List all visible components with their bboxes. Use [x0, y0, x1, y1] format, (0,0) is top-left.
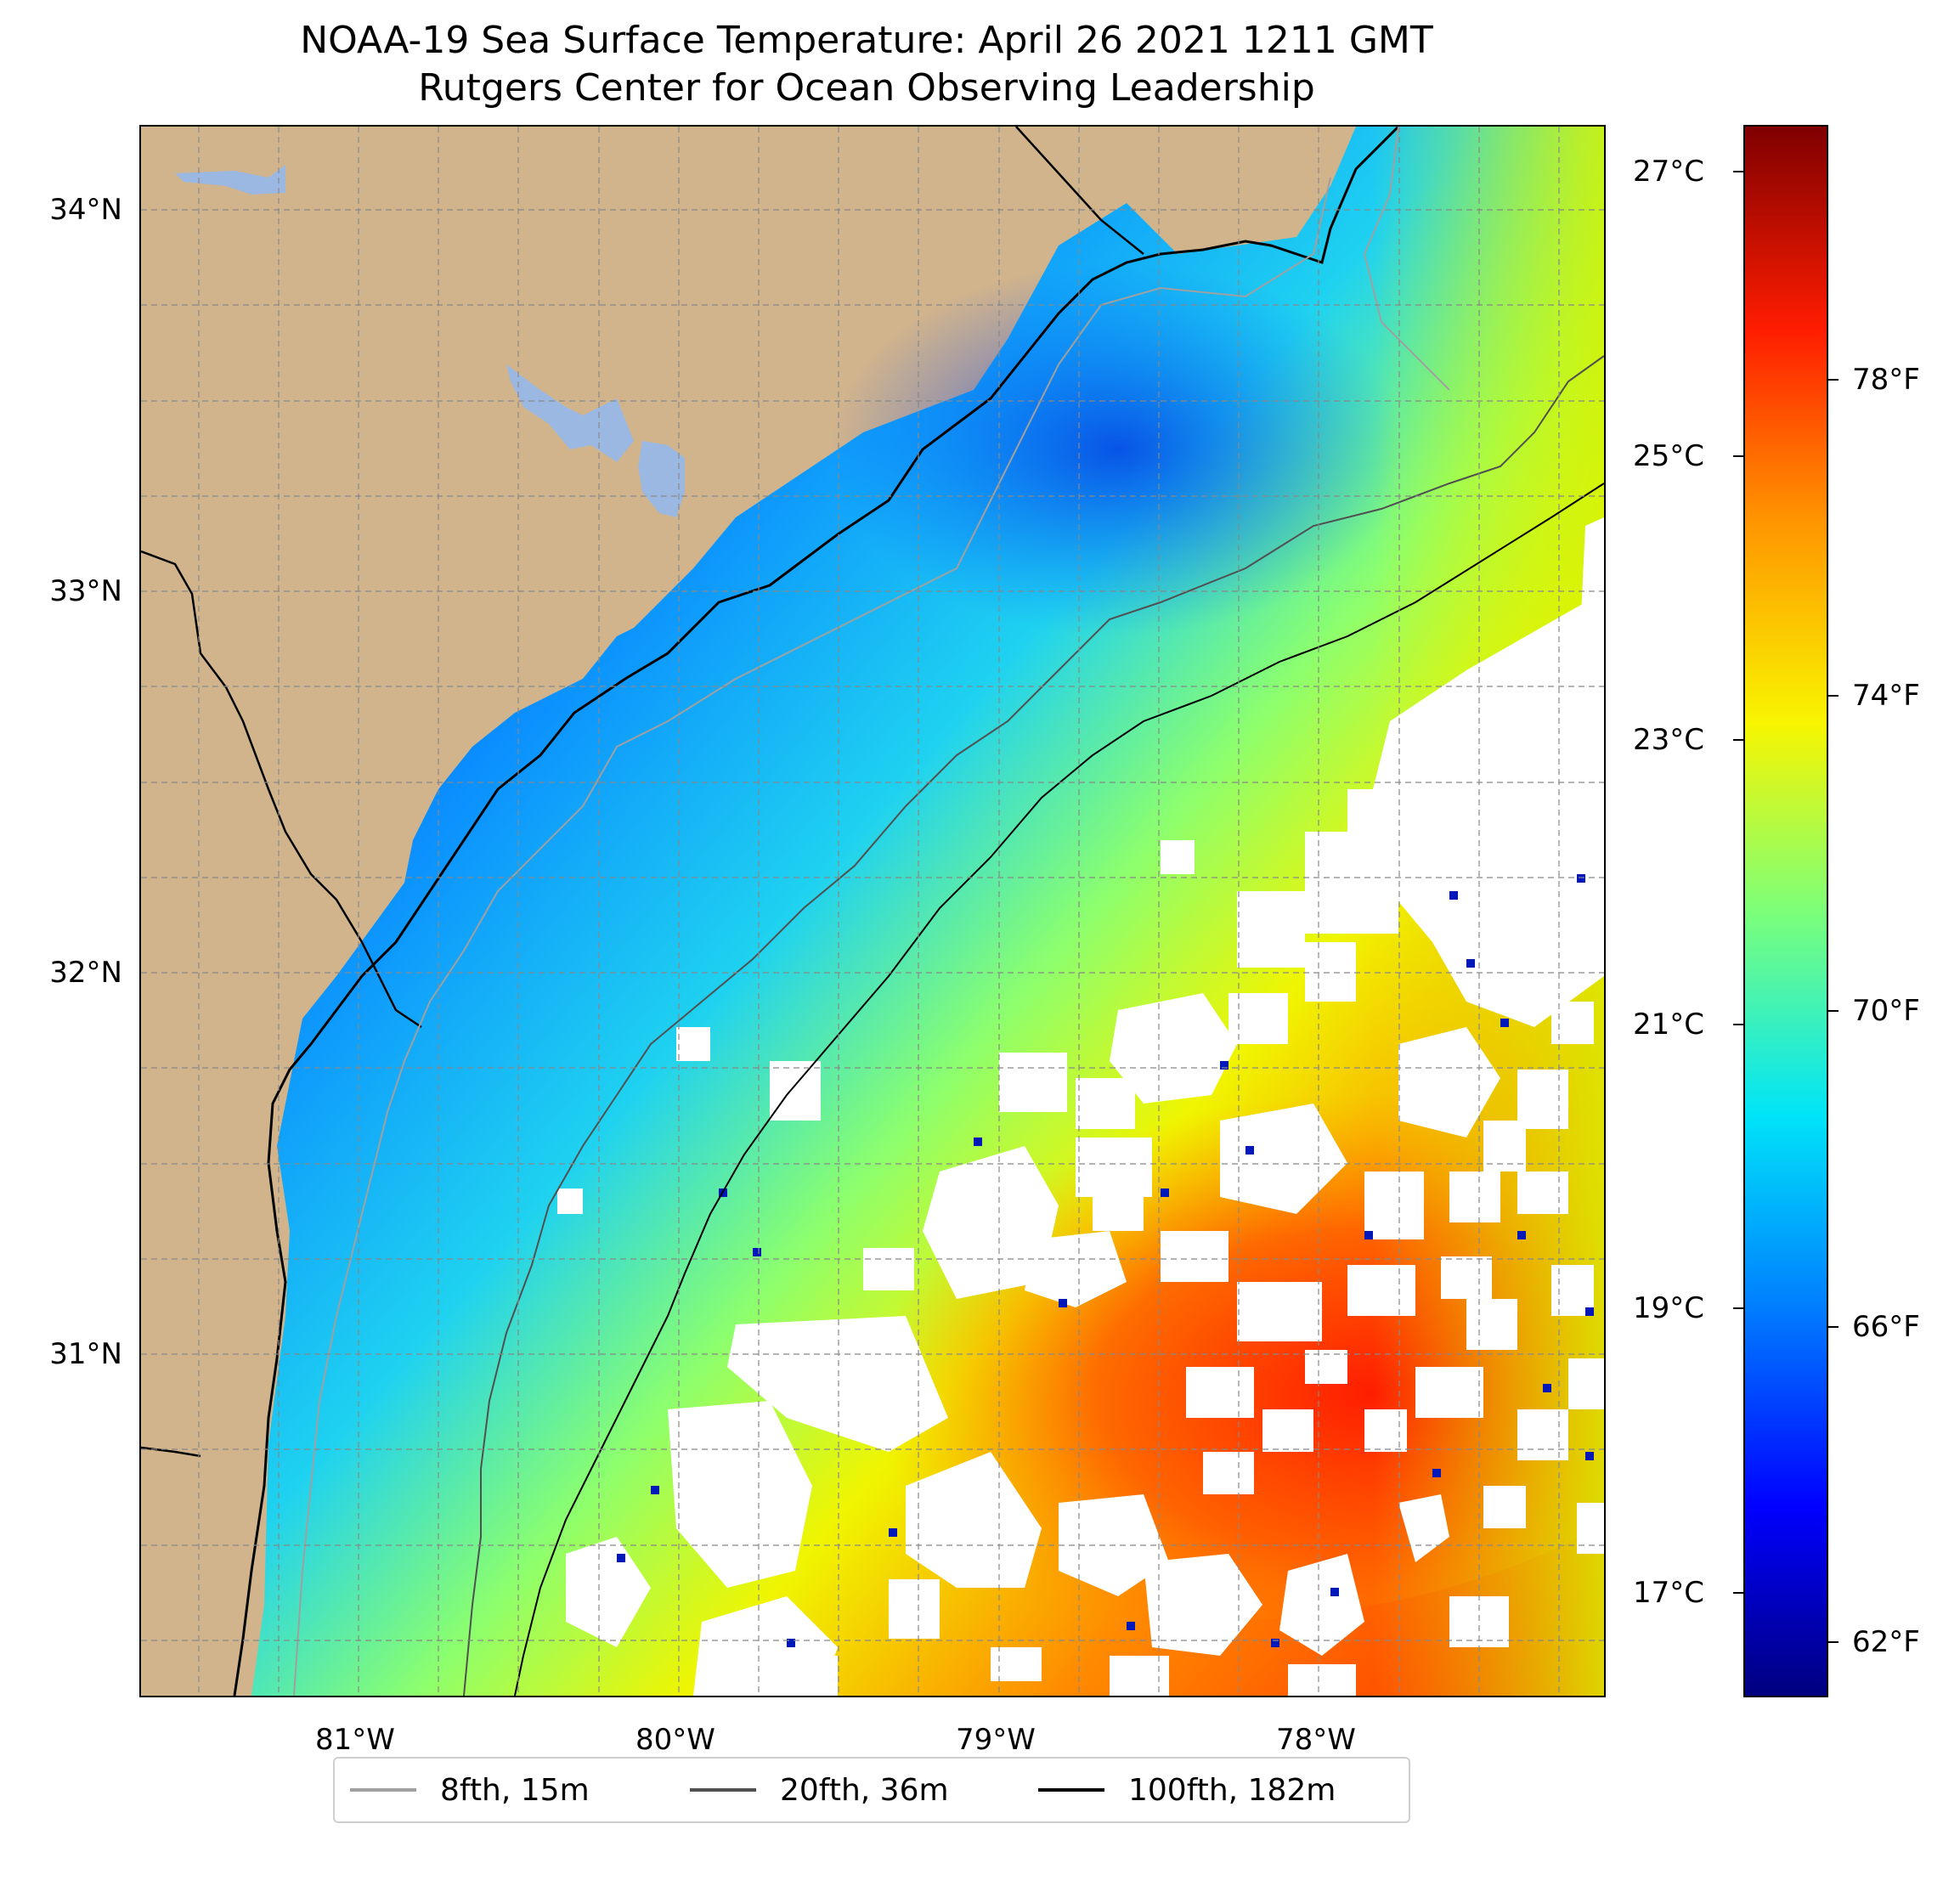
legend-item-8fth: 8fth, 15m: [350, 1759, 590, 1821]
colorbar-c-label-21: 21°C: [1633, 1008, 1705, 1042]
colorbar-c-label-17: 17°C: [1633, 1576, 1705, 1610]
legend-swatch-8fth: [350, 1788, 416, 1792]
colorbar-c-label-25: 25°C: [1633, 439, 1705, 473]
legend-label-8fth: 8fth, 15m: [440, 1772, 590, 1808]
lon-label-78w: 78°W: [1276, 1723, 1356, 1757]
legend-swatch-100fth: [1038, 1788, 1104, 1792]
colorbar-f-tick-74: [1828, 695, 1839, 697]
cold-shelf-water: [829, 263, 1407, 636]
chart-title: NOAA-19 Sea Surface Temperature: April 2…: [300, 19, 1433, 62]
lakes: [175, 165, 685, 517]
colorbar-c-tick-23: [1733, 739, 1743, 741]
legend-item-20fth: 20fth, 36m: [690, 1759, 949, 1821]
colorbar-f-tick-78: [1828, 379, 1839, 381]
isobath-100fth: [514, 483, 1604, 1696]
isobath-legend: 8fth, 15m 20fth, 36m 100fth, 182m: [333, 1757, 1410, 1823]
sst-map-canvas: [141, 127, 1604, 1696]
lat-label-34n: 34°N: [49, 193, 122, 227]
graticule: [141, 127, 1604, 1696]
isobath-8fth-east: [1363, 127, 1450, 391]
temperature-colorbar: [1743, 125, 1828, 1697]
colorbar-c-tick-25: [1733, 455, 1743, 457]
legend-label-100fth: 100fth, 182m: [1128, 1772, 1336, 1808]
colorbar-f-label-74: 74°F: [1852, 679, 1920, 713]
colorbar-c-tick-21: [1733, 1024, 1743, 1025]
lon-label-79w: 79°W: [956, 1723, 1036, 1757]
lon-label-81w: 81°W: [315, 1723, 395, 1757]
cold-speckle: [617, 874, 1594, 1647]
colorbar-f-tick-62: [1828, 1641, 1839, 1643]
legend-item-100fth: 100fth, 182m: [1038, 1759, 1336, 1821]
lat-label-31n: 31°N: [49, 1337, 122, 1371]
lat-label-33n: 33°N: [49, 574, 122, 608]
sst-map[interactable]: [139, 125, 1606, 1697]
colorbar-c-label-19: 19°C: [1633, 1291, 1705, 1325]
colorbar-f-label-66: 66°F: [1852, 1310, 1920, 1344]
colorbar-c-tick-19: [1733, 1307, 1743, 1309]
isobath-20fth: [463, 355, 1604, 1696]
isobath-8fth: [293, 177, 1331, 1696]
colorbar-f-tick-70: [1828, 1010, 1839, 1012]
colorbar-c-tick-17: [1733, 1592, 1743, 1594]
chart-subtitle: Rutgers Center for Ocean Observing Leade…: [418, 66, 1315, 110]
no-data-cloud-patches: [557, 517, 1604, 1696]
isobaths: [293, 127, 1604, 1696]
lon-label-80w: 80°W: [635, 1723, 715, 1757]
lat-label-32n: 32°N: [49, 956, 122, 990]
legend-swatch-20fth: [690, 1788, 756, 1792]
colorbar-f-label-78: 78°F: [1852, 363, 1920, 397]
colorbar-f-tick-66: [1828, 1326, 1839, 1328]
legend-label-20fth: 20fth, 36m: [780, 1772, 949, 1808]
colorbar-c-tick-27: [1733, 171, 1743, 172]
colorbar-c-label-27: 27°C: [1633, 155, 1705, 189]
colorbar-f-label-70: 70°F: [1852, 994, 1920, 1028]
colorbar-c-label-23: 23°C: [1633, 723, 1705, 757]
colorbar-f-label-62: 62°F: [1852, 1625, 1920, 1659]
boundaries: [141, 127, 1400, 1696]
